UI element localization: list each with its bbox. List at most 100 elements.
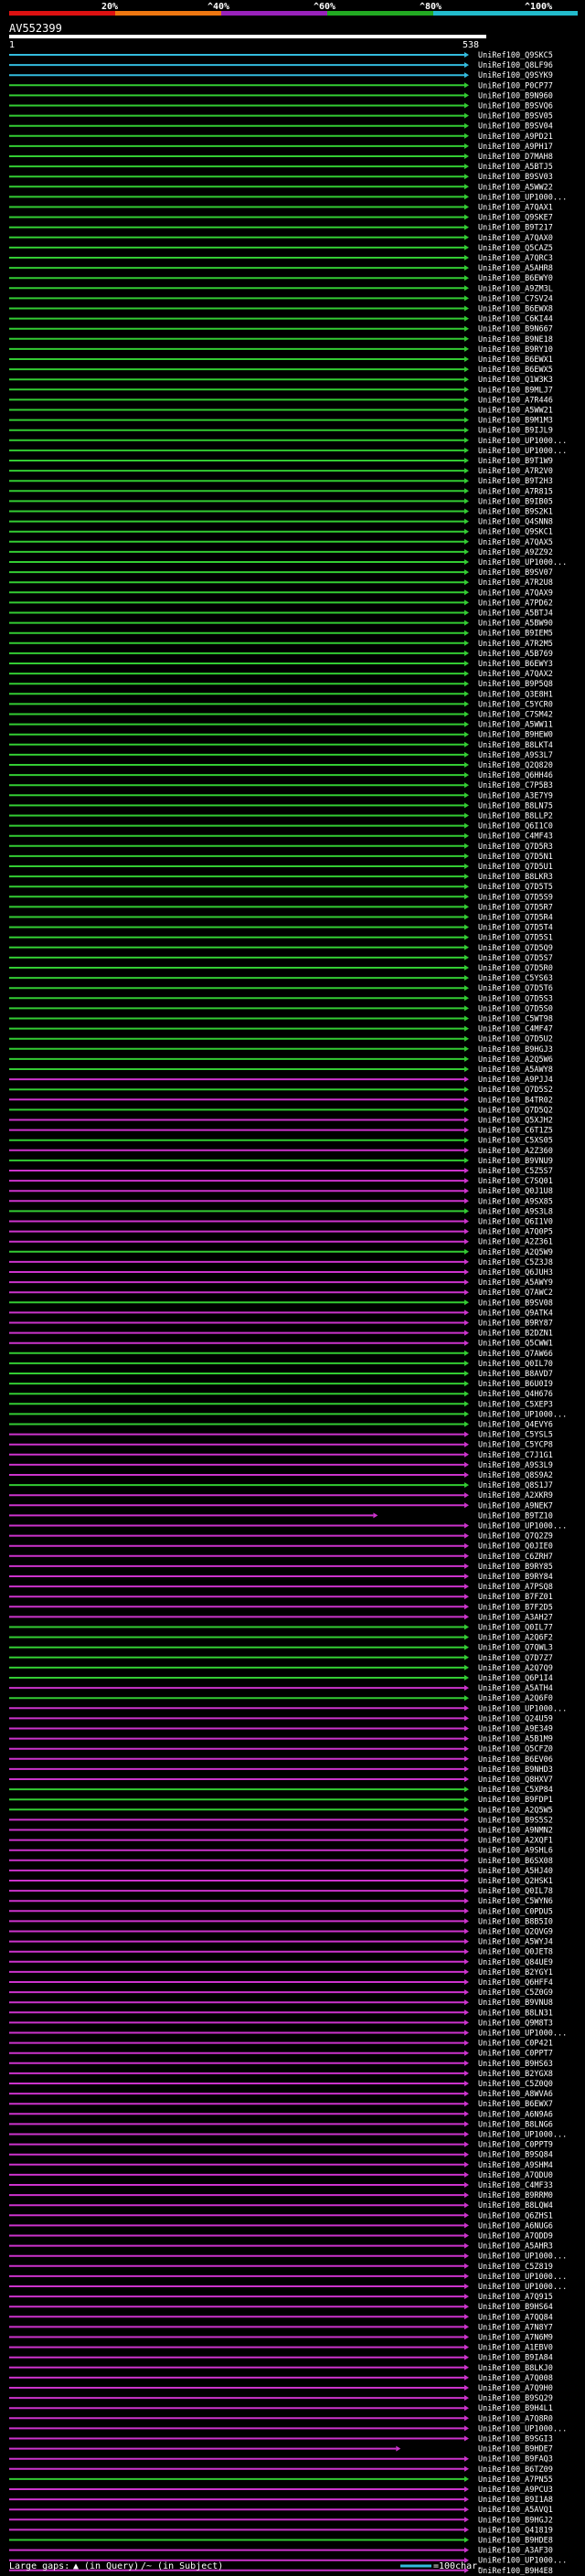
- subject-label[interactable]: UniRef100_B9SV03: [478, 173, 553, 182]
- subject-label[interactable]: UniRef100_Q9SKC5: [478, 51, 553, 60]
- subject-label[interactable]: UniRef100_A7Q008: [478, 2374, 553, 2383]
- subject-label[interactable]: UniRef100_B9HGJ3: [478, 1045, 553, 1055]
- subject-label[interactable]: UniRef100_A7R446: [478, 396, 553, 405]
- subject-label[interactable]: UniRef100_A5WW22: [478, 183, 553, 192]
- subject-label[interactable]: UniRef100_B9P5Q8: [478, 680, 553, 689]
- subject-label[interactable]: UniRef100_C5Z3J8: [478, 1258, 553, 1267]
- subject-label[interactable]: UniRef100_B9HS63: [478, 2060, 553, 2069]
- subject-label[interactable]: UniRef100_B2YGY1: [478, 1968, 553, 1977]
- subject-label[interactable]: UniRef100_Q9ATK4: [478, 1309, 553, 1318]
- subject-label[interactable]: UniRef100_A7R2M5: [478, 640, 553, 649]
- subject-label[interactable]: UniRef100_B9HDE8: [478, 2537, 553, 2546]
- subject-label[interactable]: UniRef100_Q8LF96: [478, 61, 553, 70]
- subject-label[interactable]: UniRef100_Q7D5S3: [478, 994, 553, 1003]
- subject-label[interactable]: UniRef100_C5WT98: [478, 1015, 553, 1024]
- subject-label[interactable]: UniRef100_Q7D5Q9: [478, 944, 553, 953]
- subject-label[interactable]: UniRef100_B9SGI3: [478, 2435, 553, 2444]
- subject-label[interactable]: UniRef100_B8LN75: [478, 801, 553, 811]
- subject-label[interactable]: UniRef100_C7J1G1: [478, 1451, 553, 1460]
- subject-label[interactable]: UniRef100_Q7D5T5: [478, 883, 553, 892]
- subject-label[interactable]: UniRef100_C7P5B3: [478, 781, 553, 790]
- subject-label[interactable]: UniRef100_Q7D5T4: [478, 924, 553, 933]
- subject-label[interactable]: UniRef100_B8B5I0: [478, 1917, 553, 1926]
- subject-label[interactable]: UniRef100_Q7D5U1: [478, 863, 553, 872]
- subject-label[interactable]: UniRef100_Q24U59: [478, 1714, 553, 1723]
- subject-label[interactable]: UniRef100_A2Q5W9: [478, 1248, 553, 1257]
- subject-label[interactable]: UniRef100_B9IEM5: [478, 630, 553, 639]
- subject-label[interactable]: UniRef100_Q9SKE7: [478, 214, 553, 223]
- subject-label[interactable]: UniRef100_Q8HXV7: [478, 1776, 553, 1785]
- subject-label[interactable]: UniRef100_Q0JIE0: [478, 1542, 553, 1552]
- subject-label[interactable]: UniRef100_A9PD21: [478, 133, 553, 142]
- subject-label[interactable]: UniRef100_B6TZ09: [478, 2465, 553, 2475]
- subject-label[interactable]: UniRef100_Q8S1J7: [478, 1481, 553, 1490]
- subject-label[interactable]: UniRef100_B9RY87: [478, 1320, 553, 1329]
- subject-label[interactable]: UniRef100_B6EV06: [478, 1755, 553, 1765]
- subject-label[interactable]: UniRef100_C5XS05: [478, 1137, 553, 1146]
- subject-label[interactable]: UniRef100_A2XQF1: [478, 1837, 553, 1846]
- subject-label[interactable]: UniRef100_B8LKJ0: [478, 2364, 553, 2373]
- subject-label[interactable]: UniRef100_B6EWX5: [478, 366, 553, 375]
- subject-label[interactable]: UniRef100_B9RY10: [478, 345, 553, 355]
- subject-label[interactable]: UniRef100_C0PDU5: [478, 1907, 553, 1916]
- subject-label[interactable]: UniRef100_A3AH27: [478, 1613, 553, 1622]
- subject-label[interactable]: UniRef100_B9SQ29: [478, 2394, 553, 2403]
- subject-label[interactable]: UniRef100_C5Z0G9: [478, 1988, 553, 1998]
- subject-label[interactable]: UniRef100_A2Q6F0: [478, 1694, 553, 1703]
- subject-label[interactable]: UniRef100_B9T1W9: [478, 457, 553, 466]
- subject-label[interactable]: UniRef100_B9M1M3: [478, 417, 553, 426]
- subject-label[interactable]: UniRef100_C7SV24: [478, 294, 553, 303]
- subject-label[interactable]: UniRef100_Q7D5S9: [478, 893, 553, 902]
- subject-label[interactable]: UniRef100_Q0IL70: [478, 1360, 553, 1369]
- subject-label[interactable]: UniRef100_B9IJL9: [478, 427, 553, 436]
- subject-label[interactable]: UniRef100_Q0JET8: [478, 1948, 553, 1957]
- subject-label[interactable]: UniRef100_Q7AW66: [478, 1350, 553, 1359]
- subject-label[interactable]: UniRef100_C5Z5S7: [478, 1167, 553, 1176]
- subject-label[interactable]: UniRef100_B6EWX8: [478, 305, 553, 314]
- subject-label[interactable]: UniRef100_A7QAX5: [478, 538, 553, 547]
- subject-label[interactable]: UniRef100_C4MF33: [478, 2181, 553, 2190]
- subject-label[interactable]: UniRef100_B9FDP1: [478, 1796, 553, 1805]
- subject-label[interactable]: UniRef100_C5XP84: [478, 1786, 553, 1795]
- subject-label[interactable]: UniRef100_B7F2D5: [478, 1603, 553, 1612]
- subject-label[interactable]: UniRef100_A5AWY9: [478, 1278, 553, 1288]
- subject-label[interactable]: UniRef100_A2Q5W6: [478, 1055, 553, 1065]
- subject-label[interactable]: UniRef100_A9NMN2: [478, 1827, 553, 1836]
- subject-label[interactable]: UniRef100_Q6HFF4: [478, 1978, 553, 1988]
- subject-label[interactable]: UniRef100_B9SV04: [478, 122, 553, 132]
- subject-label[interactable]: UniRef100_Q9SKC1: [478, 528, 553, 537]
- subject-label[interactable]: UniRef100_C5Z819: [478, 2263, 553, 2272]
- subject-label[interactable]: UniRef100_A9NEK7: [478, 1501, 553, 1511]
- subject-label[interactable]: UniRef100_A5BW90: [478, 620, 553, 629]
- subject-label[interactable]: UniRef100_Q7D5R4: [478, 914, 553, 923]
- subject-label[interactable]: UniRef100_Q0J1U8: [478, 1187, 553, 1196]
- subject-label[interactable]: UniRef100_C5YCP8: [478, 1441, 553, 1450]
- subject-label[interactable]: UniRef100_Q2Q820: [478, 761, 553, 770]
- subject-label[interactable]: UniRef100_B9HEW0: [478, 731, 553, 740]
- subject-label[interactable]: UniRef100_UP1000...: [478, 2030, 567, 2039]
- subject-label[interactable]: UniRef100_B6EWY3: [478, 660, 553, 669]
- subject-label[interactable]: UniRef100_B9RY84: [478, 1573, 553, 1582]
- subject-label[interactable]: UniRef100_UP1000...: [478, 437, 567, 446]
- subject-label[interactable]: UniRef100_UP1000...: [478, 2131, 567, 2140]
- subject-label[interactable]: UniRef100_Q41819: [478, 2526, 553, 2535]
- subject-label[interactable]: UniRef100_UP1000...: [478, 2557, 567, 2566]
- subject-label[interactable]: UniRef100_A5AWY8: [478, 1065, 553, 1075]
- subject-label[interactable]: UniRef100_B7FZ01: [478, 1593, 553, 1602]
- subject-label[interactable]: UniRef100_UP1000...: [478, 1522, 567, 1532]
- subject-label[interactable]: UniRef100_B6U0I9: [478, 1380, 553, 1389]
- subject-label[interactable]: UniRef100_B9N667: [478, 325, 553, 334]
- subject-label[interactable]: UniRef100_UP1000...: [478, 2283, 567, 2292]
- subject-label[interactable]: UniRef100_Q4EVY6: [478, 1421, 553, 1430]
- subject-label[interactable]: UniRef100_UP1000...: [478, 2273, 567, 2282]
- subject-label[interactable]: UniRef100_Q7D5U2: [478, 1035, 553, 1044]
- subject-label[interactable]: UniRef100_Q7D5S7: [478, 954, 553, 963]
- subject-label[interactable]: UniRef100_A9PCU3: [478, 2486, 553, 2495]
- subject-label[interactable]: UniRef100_B9VNU8: [478, 1998, 553, 2008]
- subject-label[interactable]: UniRef100_A5WW21: [478, 407, 553, 416]
- subject-label[interactable]: UniRef100_Q7D5R3: [478, 843, 553, 852]
- subject-label[interactable]: UniRef100_B2YGX8: [478, 2070, 553, 2079]
- subject-label[interactable]: UniRef100_Q4H676: [478, 1390, 553, 1399]
- subject-label[interactable]: UniRef100_C6KI44: [478, 315, 553, 324]
- subject-label[interactable]: UniRef100_Q7Q2Z9: [478, 1532, 553, 1542]
